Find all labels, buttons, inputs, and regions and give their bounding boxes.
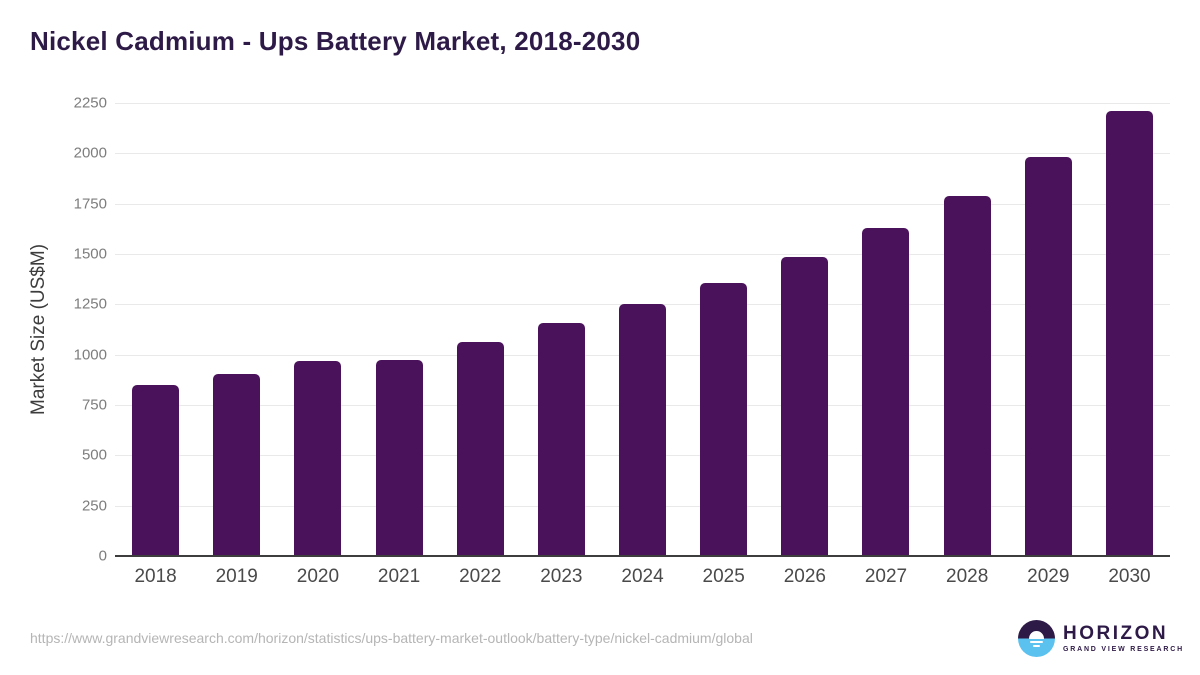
xtick-label-2021: 2021: [377, 566, 421, 587]
gridline-2250: [115, 103, 1170, 104]
bar-2018: [132, 384, 180, 556]
horizon-sun-icon: [1018, 620, 1055, 657]
y-axis-ticks: 0 250 500 750 1000 1250 1500 1750 2000 2250: [0, 95, 107, 565]
bar-2024: [619, 304, 667, 556]
xtick-label-2023: 2023: [540, 566, 583, 587]
bar-column-2020: [277, 103, 358, 556]
xtick-label-2024: 2024: [621, 566, 664, 587]
bar-2025: [700, 283, 748, 556]
gridline-1500: [115, 254, 1170, 255]
gridline-1750: [115, 203, 1170, 205]
bar-column-2022: [440, 103, 521, 556]
ytick-label-1000: 1000: [73, 346, 107, 364]
bar-2020: [294, 360, 342, 556]
bar-column-2018: [115, 103, 196, 556]
xtick-label-2026: 2026: [783, 566, 826, 587]
bar-2023: [537, 323, 585, 556]
gridline-2000: [115, 153, 1170, 155]
bar-column-2028: [927, 103, 1008, 556]
sun-glyph: [1029, 631, 1044, 639]
xtick-label-2027: 2027: [864, 566, 908, 587]
bar-2028: [943, 195, 991, 556]
bar-series: [115, 103, 1170, 556]
bar-column-2019: [196, 103, 277, 556]
bar-column-2023: [521, 103, 602, 556]
ytick-label-1250: 1250: [73, 295, 107, 313]
x-axis-line: [115, 555, 1170, 557]
bar-column-2021: [358, 103, 439, 556]
bar-column-2029: [1008, 103, 1089, 556]
bar-2026: [781, 257, 829, 556]
reflection-line: [1033, 645, 1040, 647]
xtick-label-2020: 2020: [296, 566, 340, 587]
bar-column-2024: [602, 103, 683, 556]
bar-2027: [862, 227, 910, 556]
ytick-label-500: 500: [81, 446, 107, 464]
x-axis-labels: 2018 2019 2020 2021 2022 2023 2024 2025 2026 2027…: [115, 566, 1170, 588]
ytick-label-1750: 1750: [73, 195, 107, 213]
ytick-label-750: 750: [81, 396, 107, 414]
xtick-label-2028: 2028: [946, 566, 989, 587]
bar-column-2030: [1089, 103, 1170, 556]
source-url: https://www.grandviewresearch.com/horizo…: [30, 630, 753, 646]
bar-2019: [213, 373, 261, 556]
bar-column-2025: [683, 103, 764, 556]
plot-area: [115, 103, 1170, 556]
reflection-line: [1030, 641, 1043, 643]
ytick-label-1500: 1500: [73, 245, 107, 263]
chart-title: Nickel Cadmium - Ups Battery Market, 201…: [30, 26, 641, 56]
xtick-label-2018: 2018: [134, 566, 177, 587]
bar-2022: [456, 341, 504, 556]
xtick-label-2022: 2022: [459, 566, 502, 587]
bar-2030: [1105, 111, 1153, 556]
bar-2029: [1024, 157, 1072, 556]
xtick-label-2025: 2025: [702, 566, 745, 587]
bar-column-2027: [845, 103, 926, 556]
logo-text: HORIZON GRAND VIEW RESEARCH: [1063, 624, 1184, 653]
xtick-label-2029: 2029: [1027, 566, 1070, 587]
bar-2021: [375, 359, 423, 556]
ytick-label-2250: 2250: [73, 94, 107, 112]
logo-subtitle: GRAND VIEW RESEARCH: [1063, 646, 1184, 653]
logo-title: HORIZON: [1063, 623, 1169, 644]
bar-column-2026: [764, 103, 845, 556]
ytick-label-2000: 2000: [73, 144, 107, 162]
xtick-label-2030: 2030: [1108, 566, 1151, 587]
xtick-label-2019: 2019: [215, 566, 258, 587]
horizon-logo: HORIZON GRAND VIEW RESEARCH: [1018, 620, 1184, 657]
ytick-label-250: 250: [81, 497, 107, 515]
ytick-label-0: 0: [98, 547, 107, 565]
